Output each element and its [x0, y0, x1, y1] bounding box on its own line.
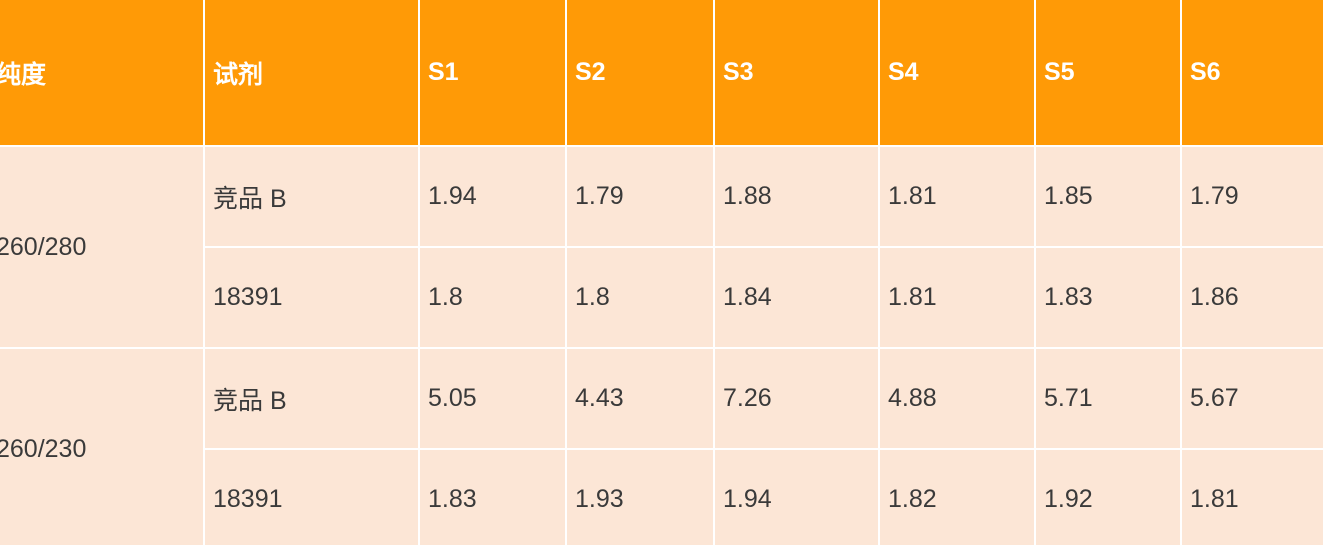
- value-cell: 5.67: [1182, 349, 1323, 448]
- value-cell: 7.26: [715, 349, 878, 448]
- value-cell: 1.8: [420, 248, 565, 347]
- header-cell: 纯度: [0, 0, 203, 145]
- header-cell: S4: [880, 0, 1034, 145]
- value-cell: 5.05: [420, 349, 565, 448]
- reagent-cell: 竞品 B: [205, 349, 418, 448]
- value-cell: 1.94: [715, 450, 878, 545]
- value-cell: 1.83: [1036, 248, 1180, 347]
- value-cell: 1.88: [715, 147, 878, 246]
- value-cell: 1.8: [567, 248, 713, 347]
- header-cell: 试剂: [205, 0, 418, 145]
- value-cell: 1.83: [420, 450, 565, 545]
- reagent-cell: 竞品 B: [205, 147, 418, 246]
- value-cell: 1.85: [1036, 147, 1180, 246]
- value-cell: 1.81: [880, 147, 1034, 246]
- value-cell: 1.86: [1182, 248, 1323, 347]
- value-cell: 1.93: [567, 450, 713, 545]
- value-cell: 1.79: [1182, 147, 1323, 246]
- value-cell: 1.92: [1036, 450, 1180, 545]
- header-cell: S1: [420, 0, 565, 145]
- value-cell: 4.43: [567, 349, 713, 448]
- value-cell: 5.71: [1036, 349, 1180, 448]
- value-cell: 1.81: [1182, 450, 1323, 545]
- reagent-cell: 18391: [205, 450, 418, 545]
- group-cell: 260/280: [0, 147, 203, 347]
- reagent-cell: 18391: [205, 248, 418, 347]
- value-cell: 1.81: [880, 248, 1034, 347]
- value-cell: 1.94: [420, 147, 565, 246]
- header-cell: S2: [567, 0, 713, 145]
- header-cell: S6: [1182, 0, 1323, 145]
- value-cell: 1.84: [715, 248, 878, 347]
- group-cell: 260/230: [0, 349, 203, 545]
- value-cell: 4.88: [880, 349, 1034, 448]
- value-cell: 1.82: [880, 450, 1034, 545]
- header-cell: S5: [1036, 0, 1180, 145]
- header-cell: S3: [715, 0, 878, 145]
- value-cell: 1.79: [567, 147, 713, 246]
